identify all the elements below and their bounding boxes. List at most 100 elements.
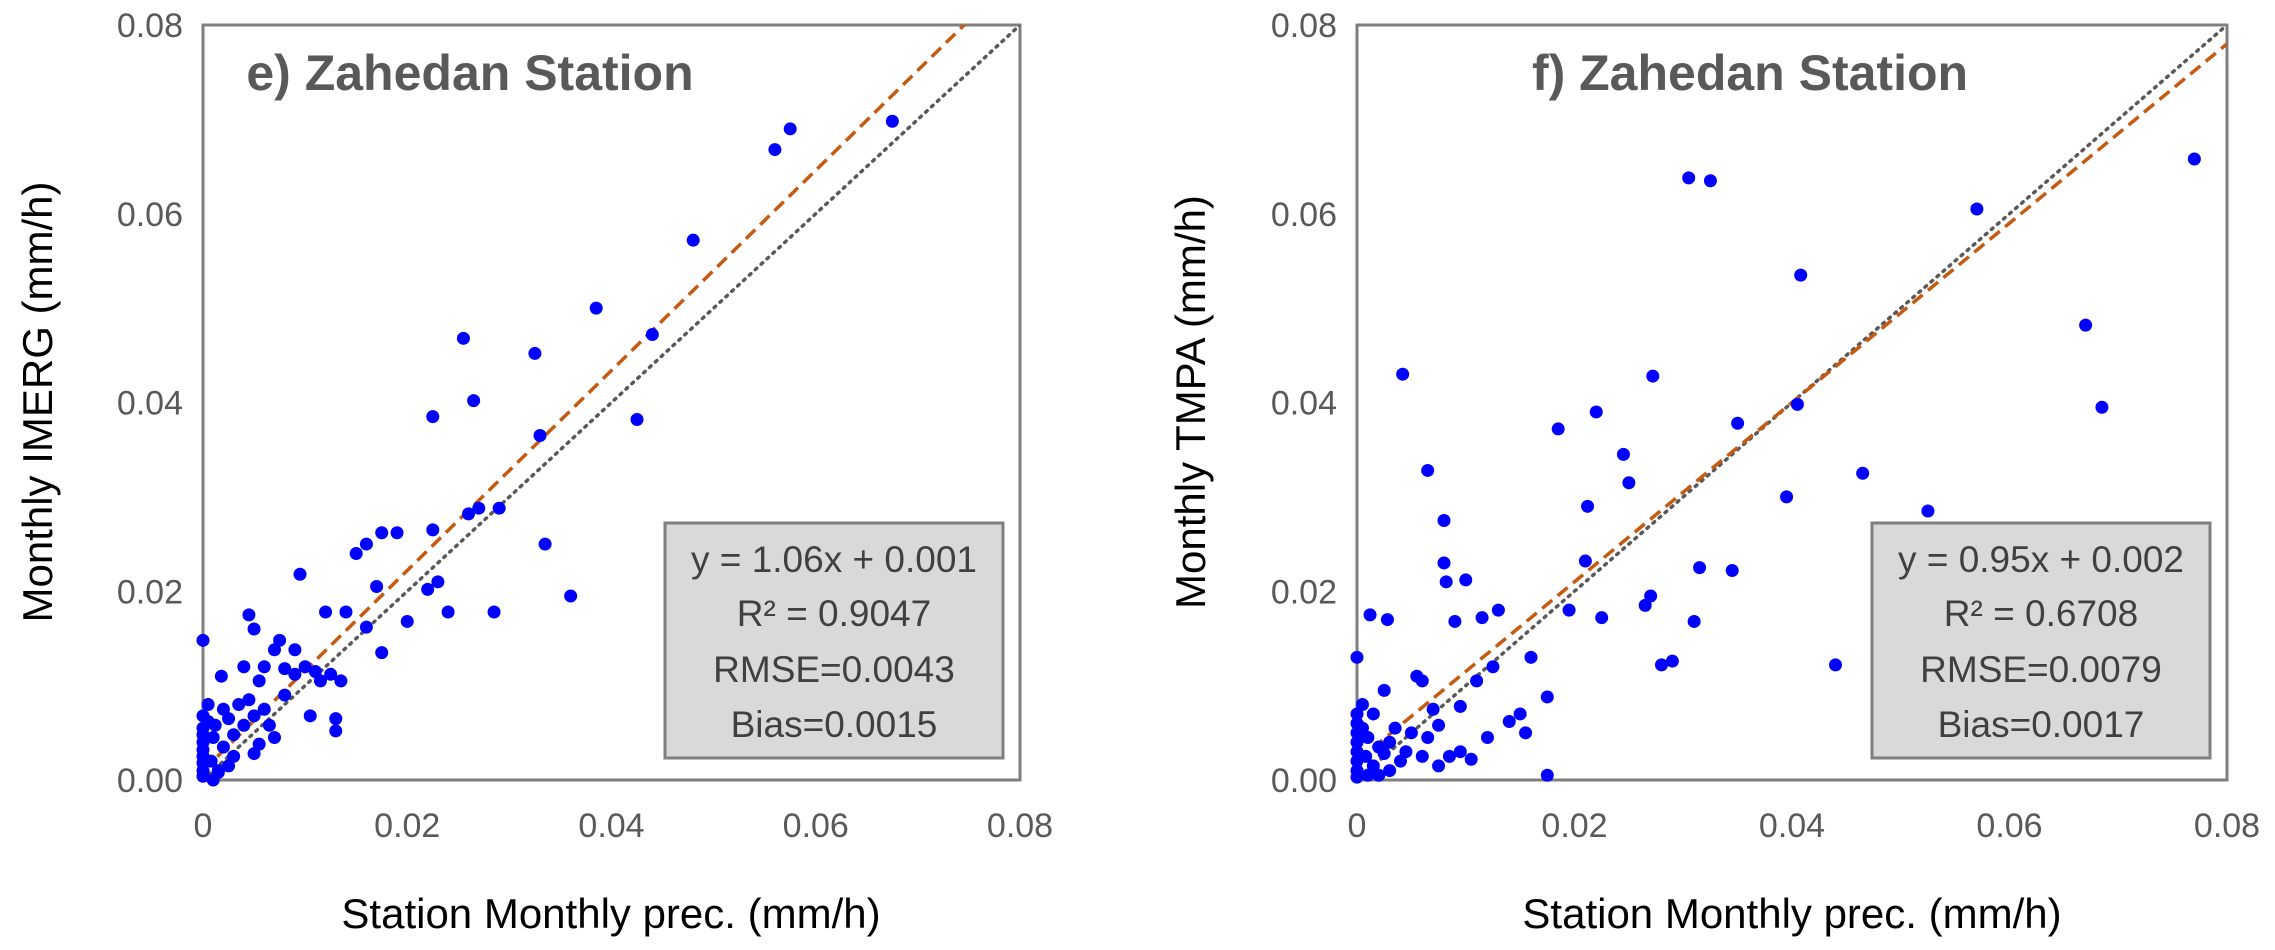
- data-point: [201, 698, 215, 711]
- y-axis-ticks: 0.00 0.02 0.04 0.06 0.08: [1271, 7, 1337, 800]
- data-point: [1350, 650, 1364, 664]
- x-axis-ticks: 0 0.02 0.04 0.06 0.08: [1348, 807, 2261, 845]
- data-point: [252, 737, 266, 751]
- data-point: [1432, 759, 1446, 773]
- data-point: [1396, 367, 1410, 381]
- data-point: [1426, 702, 1440, 716]
- data-point: [242, 693, 256, 707]
- data-point: [334, 674, 348, 688]
- data-point: [1470, 674, 1484, 688]
- y-tick-label: 0.02: [117, 573, 183, 611]
- data-point: [533, 429, 547, 443]
- data-point: [1703, 174, 1717, 188]
- data-point: [1540, 768, 1554, 782]
- chart-panel-f: f) Zahedan Station Station Monthly prec.…: [1167, 7, 2260, 937]
- data-point: [1524, 650, 1538, 664]
- one-to-one-line: [203, 25, 1020, 780]
- data-point: [1415, 674, 1429, 688]
- data-point: [1448, 614, 1462, 628]
- data-point: [288, 643, 302, 657]
- x-axis-title: Station Monthly prec. (mm/h): [341, 890, 880, 937]
- data-point: [1731, 416, 1745, 430]
- data-point: [359, 620, 373, 634]
- stats-box: y = 1.06x + 0.001 R² = 0.9047 RMSE=0.004…: [663, 521, 1005, 760]
- data-point: [1856, 466, 1870, 480]
- data-point: [329, 712, 343, 726]
- data-point: [1380, 613, 1394, 627]
- data-point: [686, 233, 700, 247]
- data-point: [293, 567, 307, 581]
- data-point: [1421, 463, 1435, 477]
- y-tick-label: 0.08: [1271, 7, 1337, 45]
- data-point: [768, 143, 782, 157]
- data-point: [1453, 745, 1467, 759]
- data-point: [1616, 447, 1630, 461]
- regression-equation: y = 0.95x + 0.002: [1898, 539, 2184, 580]
- data-point: [1562, 603, 1576, 617]
- data-point: [324, 667, 338, 681]
- data-point: [1439, 575, 1453, 589]
- data-point: [467, 394, 481, 408]
- data-point: [1655, 658, 1668, 672]
- data-point: [227, 728, 241, 742]
- data-point: [1464, 752, 1478, 766]
- data-point: [1432, 718, 1446, 732]
- y-axis-title: Monthly IMERG (mm/h): [14, 181, 61, 622]
- data-point: [204, 754, 218, 768]
- data-point: [208, 718, 222, 732]
- data-point: [1513, 707, 1527, 721]
- data-point: [1687, 614, 1701, 628]
- data-point: [1638, 598, 1652, 612]
- bias: Bias=0.0015: [731, 704, 938, 745]
- data-point: [1383, 764, 1397, 778]
- x-axis-title: Station Monthly prec. (mm/h): [1522, 890, 2061, 937]
- y-tick-label: 0.06: [117, 196, 183, 234]
- data-point: [211, 764, 225, 778]
- y-tick-label: 0.06: [1271, 196, 1337, 234]
- data-point: [375, 646, 389, 660]
- data-point: [1693, 561, 1707, 575]
- data-point: [1437, 513, 1451, 527]
- data-point: [349, 547, 363, 560]
- data-point: [242, 608, 256, 622]
- x-tick-label: 0.02: [374, 807, 440, 845]
- data-point: [630, 412, 644, 426]
- data-point: [1394, 754, 1407, 768]
- data-point: [206, 731, 220, 745]
- data-point: [421, 582, 435, 596]
- data-point: [431, 575, 445, 589]
- data-point: [319, 605, 333, 619]
- data-points: [1350, 152, 2201, 784]
- data-point: [426, 523, 440, 537]
- data-point: [1372, 768, 1386, 782]
- data-point: [645, 328, 659, 342]
- data-points: [196, 114, 899, 787]
- data-point: [1578, 554, 1592, 568]
- data-point: [885, 114, 899, 128]
- data-point: [462, 507, 476, 521]
- y-tick-label: 0.08: [117, 7, 183, 45]
- data-point: [1366, 759, 1380, 773]
- data-point: [267, 731, 281, 745]
- data-point: [237, 660, 251, 674]
- data-point: [375, 526, 389, 540]
- data-point: [1595, 611, 1609, 625]
- x-tick-label: 0.06: [783, 807, 849, 845]
- y-tick-label: 0.00: [1271, 762, 1337, 800]
- data-point: [237, 718, 251, 732]
- data-point: [1970, 202, 1984, 216]
- data-point: [1355, 721, 1369, 735]
- data-point: [1361, 731, 1375, 745]
- data-point: [227, 749, 241, 763]
- data-point: [1780, 490, 1794, 504]
- y-axis-ticks: 0.00 0.02 0.04 0.06 0.08: [117, 7, 183, 800]
- data-point: [278, 688, 292, 702]
- stats-box: y = 0.95x + 0.002 R² = 0.6708 RMSE=0.007…: [1870, 521, 2212, 760]
- data-point: [262, 718, 276, 732]
- data-point: [390, 526, 404, 540]
- stats-box-background: [663, 521, 1005, 760]
- data-point: [298, 660, 312, 674]
- data-point: [1404, 726, 1418, 740]
- data-point: [278, 662, 292, 676]
- data-point: [2095, 400, 2109, 414]
